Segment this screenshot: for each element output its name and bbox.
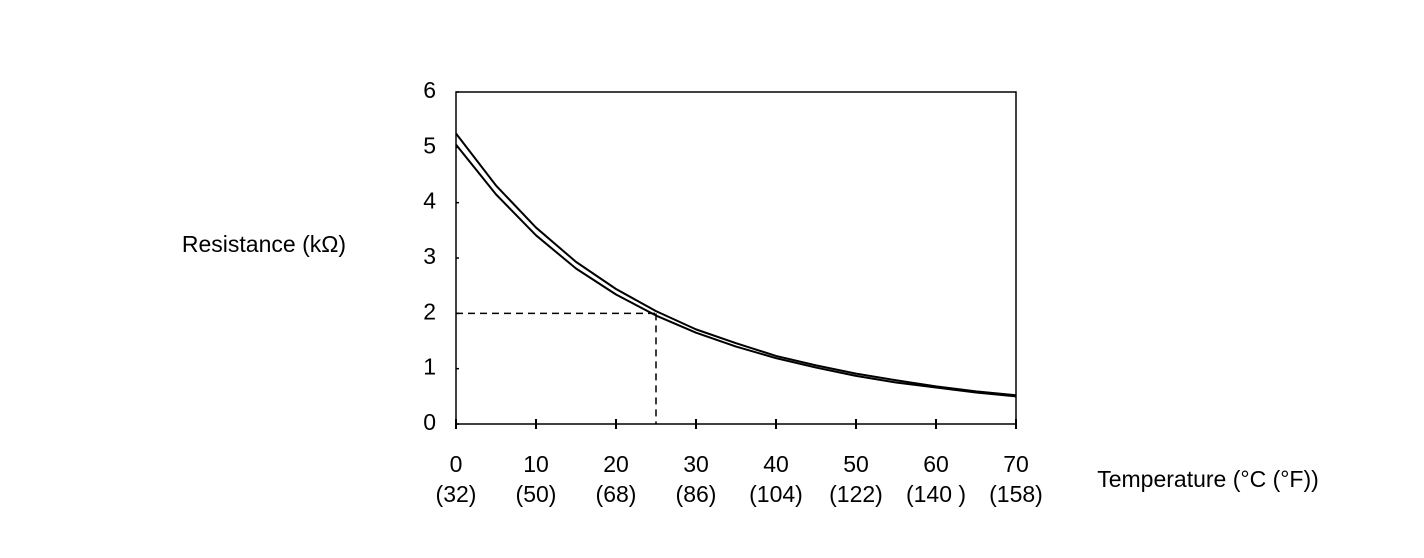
y-tick-label: 5 (423, 132, 436, 158)
x-tick-sublabel: (32) (436, 481, 477, 507)
x-tick-label: 20 (603, 451, 629, 477)
plot-frame (455, 91, 1017, 425)
y-axis-label: Resistance (kΩ) (182, 231, 346, 257)
y-tick-label: 2 (423, 298, 436, 324)
x-tick-sublabel: (140 ) (906, 481, 966, 507)
x-tick-label: 50 (843, 451, 869, 477)
x-tick-sublabel: (68) (596, 481, 637, 507)
curve (455, 132, 1017, 397)
x-tick-sublabel: (50) (516, 481, 557, 507)
x-tick-label: 30 (683, 451, 709, 477)
x-tick-sublabel: (158) (989, 481, 1043, 507)
y-tick-label: 1 (423, 354, 436, 380)
y-tick-label: 6 (423, 77, 436, 103)
y-tick-label: 0 (423, 409, 436, 435)
x-tick-label: 0 (450, 451, 463, 477)
x-axis-label: Temperature (°C (°F)) (1097, 466, 1319, 492)
x-tick-sublabel: (122) (829, 481, 883, 507)
x-tick-label: 60 (923, 451, 949, 477)
y-tick-label: 4 (423, 188, 436, 214)
curve (455, 143, 1017, 398)
x-tick-label: 10 (523, 451, 549, 477)
x-tick-label: 40 (763, 451, 789, 477)
x-tick-sublabel: (86) (676, 481, 717, 507)
x-tick-sublabel: (104) (749, 481, 803, 507)
x-tick-label: 70 (1003, 451, 1029, 477)
y-tick-label: 3 (423, 243, 436, 269)
